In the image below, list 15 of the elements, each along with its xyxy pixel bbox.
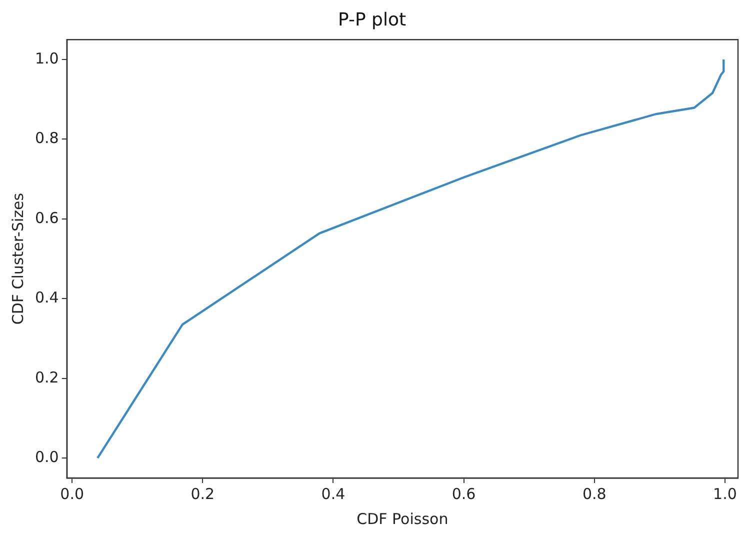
chart-title: P-P plot <box>338 9 406 30</box>
y-tick-label: 0.2 <box>34 368 59 386</box>
x-tick-label: 1.0 <box>713 484 737 503</box>
y-tick-label: 0.8 <box>34 129 59 148</box>
x-axis-title: CDF Poisson <box>356 510 448 528</box>
x-tick-label: 0.4 <box>321 484 346 503</box>
y-tick-label: 0.6 <box>34 208 59 227</box>
x-tick-label: 0.2 <box>190 484 215 503</box>
x-tick-label: 0.6 <box>452 484 476 503</box>
y-tick-label: 0.4 <box>34 288 59 307</box>
y-axis-title: CDF Cluster-Sizes <box>8 192 27 325</box>
y-tick-label: 0.0 <box>34 448 59 466</box>
x-tick-label: 0.8 <box>582 484 606 503</box>
y-tick-label: 1.0 <box>34 49 59 68</box>
x-tick-label: 0.0 <box>60 484 84 503</box>
